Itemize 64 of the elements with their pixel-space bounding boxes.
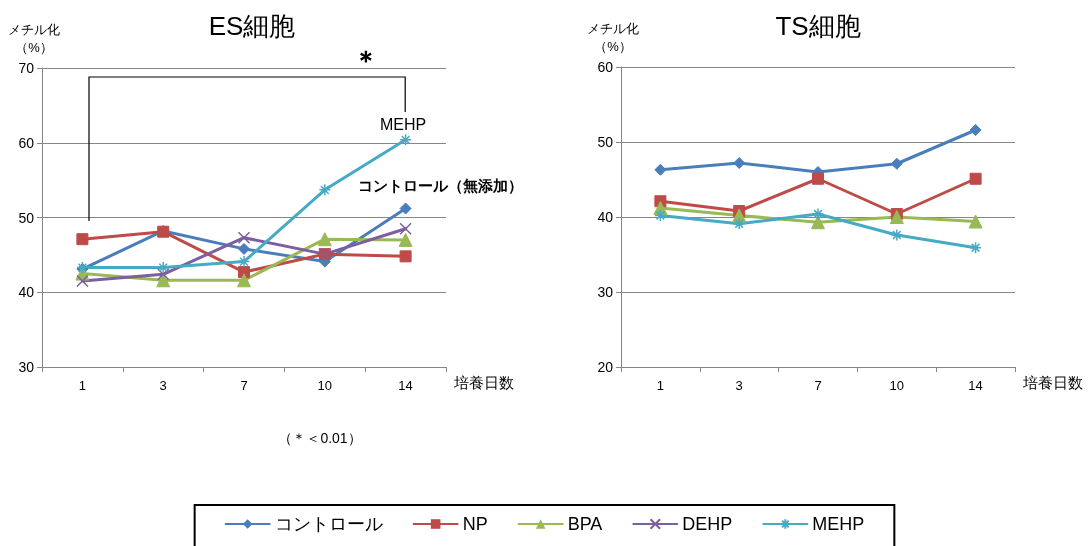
point xyxy=(237,231,251,244)
point xyxy=(732,217,746,230)
y-tick-label: 50 xyxy=(597,134,614,150)
x-tick-label: 14 xyxy=(968,378,983,393)
annotation: MEHP xyxy=(379,115,427,133)
point xyxy=(654,163,667,176)
point xyxy=(811,207,825,221)
y-tick-label: 30 xyxy=(597,284,614,300)
y-tick-label: 60 xyxy=(597,59,614,75)
x-axis-title: 培養日数 xyxy=(1022,374,1083,391)
point xyxy=(317,232,332,247)
annotation: コントロール（無添加） xyxy=(357,176,523,194)
point xyxy=(399,133,412,147)
point xyxy=(811,215,825,230)
chart-title: TS細胞 xyxy=(775,11,861,41)
point xyxy=(889,210,904,224)
legend-label: DEHP xyxy=(682,514,733,534)
x-tick-label: 10 xyxy=(317,378,333,393)
y-tick-label: 40 xyxy=(597,209,614,225)
text: （＊＜0.01） xyxy=(278,430,362,446)
x-tick-label: 7 xyxy=(814,378,822,393)
y-tick-label: 30 xyxy=(18,359,35,375)
point xyxy=(968,214,983,229)
point xyxy=(890,228,904,242)
x-tick-label: 1 xyxy=(656,378,665,393)
point xyxy=(969,124,982,136)
x-tick-label: 1 xyxy=(78,378,87,393)
point xyxy=(76,233,89,246)
point xyxy=(969,172,982,185)
point xyxy=(156,261,170,274)
legend-label: MEHP xyxy=(812,514,865,534)
point xyxy=(237,255,251,268)
x-tick-label: 3 xyxy=(159,378,167,393)
point xyxy=(654,209,667,222)
x-tick-label: 10 xyxy=(889,378,905,393)
y-tick-label: 20 xyxy=(597,359,614,375)
y-axis-title: メチル化（%） xyxy=(8,21,60,55)
x-axis-title: 培養日数 xyxy=(453,374,514,391)
legend-label: コントロール xyxy=(274,514,383,534)
point xyxy=(318,183,332,197)
x-tick-label: 3 xyxy=(735,378,743,393)
point xyxy=(733,157,746,169)
x-tick-label: 7 xyxy=(240,378,248,393)
point xyxy=(156,273,171,288)
annotation: ＊ xyxy=(353,45,379,75)
y-axis-title: メチル化（%） xyxy=(587,20,639,54)
point xyxy=(76,274,89,288)
point xyxy=(812,172,824,185)
point xyxy=(969,241,982,254)
y-tick-label: 50 xyxy=(18,209,35,226)
point xyxy=(399,202,412,215)
x-tick-label: 14 xyxy=(398,378,413,393)
point xyxy=(238,242,250,255)
y-tick-label: 70 xyxy=(18,60,35,76)
y-tick-label: 40 xyxy=(18,284,35,301)
point xyxy=(399,222,412,235)
legend-label: BPA xyxy=(567,514,603,534)
point xyxy=(398,232,413,247)
point xyxy=(399,250,412,263)
chart-title: ES細胞 xyxy=(208,11,296,41)
y-tick-label: 60 xyxy=(18,134,35,151)
point xyxy=(156,268,170,281)
legend-label: NP xyxy=(462,514,488,534)
point xyxy=(237,273,251,288)
